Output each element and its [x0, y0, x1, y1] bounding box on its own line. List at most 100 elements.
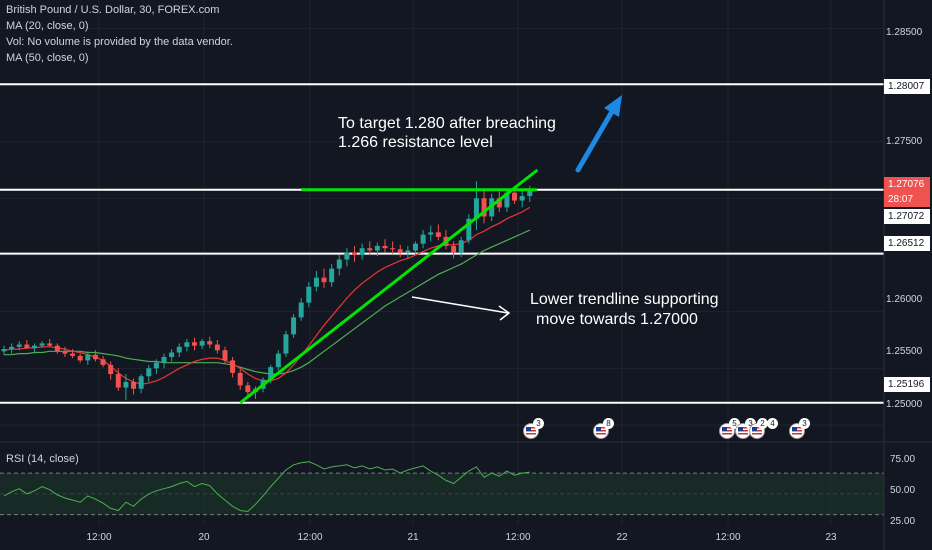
trendline-annotation-line2: move towards 1.27000: [536, 311, 698, 328]
bar-countdown-badge: 28:07: [884, 192, 930, 207]
candle-body: [390, 248, 396, 250]
event-count-badge: 2: [757, 418, 768, 429]
volume-legend: Vol: No volume is provided by the data v…: [6, 36, 233, 48]
trendlines: [239, 168, 539, 404]
time-tick: 12:00: [86, 532, 112, 543]
price-tick: 1.25000: [886, 399, 923, 410]
candle-body: [214, 344, 220, 351]
candle-body: [108, 364, 114, 374]
symbol-legend[interactable]: British Pound / U.S. Dollar, 30, FOREX.c…: [6, 4, 220, 16]
candle-body: [519, 196, 525, 201]
candle-body: [397, 249, 403, 253]
candle-body: [359, 248, 365, 255]
candle-body: [207, 341, 213, 345]
candle-body: [16, 344, 22, 347]
white-arrow-head: [498, 305, 511, 321]
candle-body: [504, 192, 510, 208]
candle-body: [321, 277, 327, 283]
event-count-badge: 3: [745, 418, 756, 429]
candle-body: [313, 277, 319, 287]
candle-body: [412, 243, 418, 251]
candlestick-series: [1, 181, 533, 401]
time-tick: 12:00: [715, 532, 741, 543]
candle-body: [77, 355, 83, 361]
time-tick: 21: [407, 532, 419, 543]
rsi-tick: 50.00: [890, 485, 916, 496]
price-tick: 1.27500: [886, 136, 923, 147]
candle-body: [275, 353, 281, 368]
candle-body: [527, 189, 533, 197]
candle-body: [428, 232, 434, 235]
target-annotation-line1: To target 1.280 after breaching: [338, 115, 556, 132]
ma-value-badge: 1.27072: [884, 209, 930, 224]
candle-body: [245, 385, 251, 393]
time-tick: 22: [616, 532, 628, 543]
ma50-legend[interactable]: MA (50, close, 0): [6, 52, 89, 64]
candle-body: [420, 234, 426, 244]
candle-body: [169, 352, 175, 357]
candle-body: [329, 268, 335, 283]
event-count-badge: 3: [533, 418, 544, 429]
price-tick: 1.25500: [886, 346, 923, 357]
candle-body: [123, 381, 129, 388]
ma50-line: [4, 229, 531, 375]
rsi-line: [3, 461, 530, 513]
blue-arrow-shaft: [575, 105, 617, 173]
candle-body: [306, 286, 312, 303]
trendline: [239, 168, 539, 404]
chart-grid: [0, 0, 884, 525]
rsi-line-group: [3, 461, 530, 513]
level-label-3: 1.25196: [884, 377, 930, 392]
candle-body: [367, 248, 373, 251]
candle-body: [70, 353, 76, 356]
event-count-badge: 3: [799, 418, 810, 429]
candle-body: [435, 232, 441, 237]
price-tick: 1.26000: [886, 294, 923, 305]
candle-body: [451, 245, 457, 253]
candle-body: [268, 367, 274, 380]
candle-body: [62, 351, 68, 354]
candle-body: [138, 376, 144, 389]
target-annotation-line2: 1.266 resistance level: [338, 134, 493, 151]
candle-body: [176, 346, 182, 353]
ma20-legend[interactable]: MA (20, close, 0): [6, 20, 89, 32]
candle-body: [222, 350, 228, 361]
candle-body: [336, 259, 342, 269]
candle-body: [374, 245, 380, 251]
candle-body: [481, 198, 487, 217]
time-tick: 20: [198, 532, 210, 543]
rsi-band: [0, 472, 884, 516]
rsi-legend[interactable]: RSI (14, close): [6, 453, 79, 465]
candle-body: [153, 362, 159, 369]
candle-body: [344, 252, 350, 260]
candle-body: [199, 341, 205, 346]
candle-body: [298, 302, 304, 318]
candle-body: [47, 343, 53, 346]
candle-body: [146, 368, 152, 377]
event-count-badge: 8: [603, 418, 614, 429]
moving-average-lines: [3, 206, 531, 385]
annotation-arrows: [411, 95, 622, 321]
candle-body: [100, 359, 106, 365]
white-arrow-shaft: [411, 296, 509, 314]
candle-body: [24, 344, 30, 348]
candle-body: [352, 252, 358, 255]
current-price-badge: 1.27076: [884, 177, 930, 192]
candle-body: [291, 317, 297, 335]
level-label-1: 1.28007: [884, 79, 930, 94]
time-tick: 12:00: [505, 532, 531, 543]
candle-body: [496, 198, 502, 208]
candle-body: [466, 218, 472, 241]
candle-body: [230, 360, 236, 373]
candle-body: [237, 372, 243, 386]
candle-body: [39, 343, 45, 346]
time-tick: 23: [825, 532, 837, 543]
ma20-line: [3, 206, 531, 385]
candle-body: [85, 354, 91, 361]
candle-body: [1, 349, 7, 352]
trendline-annotation-line1: Lower trendline supporting: [530, 291, 719, 308]
event-count-badge: 4: [767, 418, 778, 429]
candle-body: [92, 354, 98, 360]
candle-body: [115, 374, 121, 388]
